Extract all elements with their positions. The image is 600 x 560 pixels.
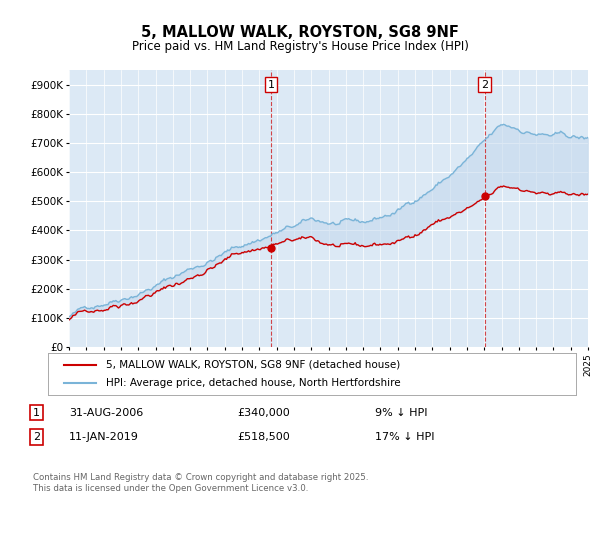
Text: 17% ↓ HPI: 17% ↓ HPI: [375, 432, 434, 442]
Text: 2: 2: [481, 80, 488, 90]
Text: Price paid vs. HM Land Registry's House Price Index (HPI): Price paid vs. HM Land Registry's House …: [131, 40, 469, 53]
Text: 1: 1: [33, 408, 40, 418]
Text: £340,000: £340,000: [237, 408, 290, 418]
Text: 31-AUG-2006: 31-AUG-2006: [69, 408, 143, 418]
Text: Contains HM Land Registry data © Crown copyright and database right 2025.
This d: Contains HM Land Registry data © Crown c…: [33, 473, 368, 493]
Text: 2: 2: [33, 432, 40, 442]
Text: £518,500: £518,500: [237, 432, 290, 442]
Text: 9% ↓ HPI: 9% ↓ HPI: [375, 408, 427, 418]
Text: HPI: Average price, detached house, North Hertfordshire: HPI: Average price, detached house, Nort…: [106, 378, 401, 388]
Text: 5, MALLOW WALK, ROYSTON, SG8 9NF (detached house): 5, MALLOW WALK, ROYSTON, SG8 9NF (detach…: [106, 360, 400, 370]
Text: 11-JAN-2019: 11-JAN-2019: [69, 432, 139, 442]
Text: 1: 1: [268, 80, 274, 90]
Text: 5, MALLOW WALK, ROYSTON, SG8 9NF: 5, MALLOW WALK, ROYSTON, SG8 9NF: [141, 25, 459, 40]
